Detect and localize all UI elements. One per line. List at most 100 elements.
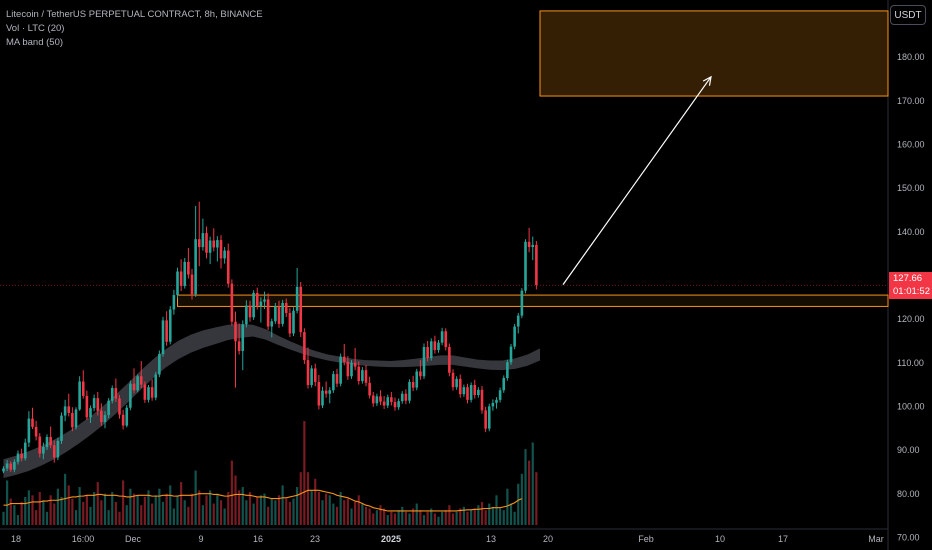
candle-body [136, 376, 139, 391]
volume-indicator-label[interactable]: Vol · LTC (20) [6, 23, 65, 34]
volume-bar [390, 511, 393, 525]
candle-body [118, 398, 121, 415]
candle-body [375, 396, 379, 404]
volume-bar [386, 515, 389, 525]
candle-body [292, 310, 295, 334]
volume-bar [437, 516, 440, 525]
candle-body [317, 381, 321, 406]
candle-body [346, 361, 350, 377]
candle-body [56, 440, 60, 458]
candle-body [89, 408, 92, 418]
volume-bar [401, 506, 404, 525]
x-tick-label: 20 [543, 534, 553, 544]
candle-body [303, 332, 306, 361]
volume-bar [143, 496, 146, 525]
candle-body [451, 372, 455, 388]
candle-body [299, 286, 303, 333]
volume-bar [419, 510, 422, 525]
candle-body [382, 401, 386, 406]
x-tick-label: Dec [125, 534, 142, 544]
candle-body [150, 387, 154, 398]
candle-body [487, 406, 491, 429]
volume-bar [335, 506, 339, 525]
volume-bar [270, 498, 273, 525]
candle-body [480, 389, 484, 411]
candle-body [71, 412, 74, 428]
candle-body [353, 362, 357, 367]
candle-body [339, 356, 342, 384]
volume-bar [513, 511, 516, 525]
candle-body [16, 453, 20, 462]
volume-bar [491, 506, 494, 525]
volume-bar [354, 501, 357, 525]
candle-body [2, 468, 5, 472]
zones[interactable] [177, 10, 889, 307]
candle-body [516, 315, 520, 327]
volume-bar [459, 508, 462, 525]
candle-body [67, 406, 71, 413]
candle-body [9, 463, 13, 470]
x-tick-label: Mar [868, 534, 884, 544]
volume-bar [433, 513, 436, 525]
candle-body [107, 400, 110, 416]
volume-bar [314, 478, 317, 525]
volume-bar [372, 513, 375, 525]
candle-body [74, 409, 78, 428]
volume-bar [13, 505, 16, 525]
target-zone [539, 10, 889, 97]
volume-bar [281, 485, 284, 525]
volume-bar [245, 500, 248, 525]
candle-body [132, 383, 136, 391]
volume-bar [506, 488, 509, 525]
candle-body [34, 426, 38, 437]
candle-body [23, 442, 27, 459]
volume-bar [303, 421, 306, 525]
candle-body [237, 341, 241, 351]
candle-body [129, 383, 132, 408]
volume-bar [234, 475, 237, 525]
symbol-title[interactable]: Litecoin / TetherUS PERPETUAL CONTRACT, … [6, 9, 263, 20]
volume-bar [306, 472, 310, 525]
volume-ma-path [3, 489, 523, 512]
candle-body [96, 398, 100, 411]
volume-bars [2, 421, 538, 525]
candle-body [400, 393, 404, 402]
candle-body [502, 378, 506, 391]
ma-band-indicator-label[interactable]: MA band (50) [6, 37, 64, 48]
volume-bar [520, 473, 523, 525]
volume-bar [451, 513, 455, 525]
volume-bar [274, 500, 277, 525]
arrow-line[interactable] [562, 75, 712, 285]
candle-body [477, 389, 480, 396]
volume-bar [317, 492, 320, 525]
currency-button[interactable]: USDT [890, 5, 926, 25]
y-tick-label: 70.00 [897, 532, 920, 542]
candle-body [219, 240, 223, 259]
volume-bar [325, 493, 328, 525]
volume-bar [165, 493, 168, 525]
candle-body [92, 398, 96, 409]
volume-bar [38, 492, 41, 525]
volume-ma-line [3, 489, 523, 512]
volume-bar [205, 495, 208, 525]
candle-body [49, 436, 52, 446]
candle-body [223, 250, 226, 259]
candle-body [194, 239, 197, 295]
candle-body [281, 302, 284, 324]
volume-bar [430, 508, 433, 525]
candle-body [284, 302, 288, 313]
volume-bar [209, 490, 212, 525]
volume-bar [488, 503, 491, 525]
candle-body [100, 410, 103, 423]
candle-body [426, 347, 429, 358]
candle-body [484, 410, 487, 429]
candle-body [216, 240, 219, 248]
ma-band [3, 323, 540, 478]
volume-bar [361, 503, 364, 525]
volume-bar [379, 505, 382, 525]
volume-bar [9, 498, 12, 525]
volume-bar [375, 510, 378, 525]
candle-body [165, 320, 168, 342]
candle-body [415, 371, 419, 388]
